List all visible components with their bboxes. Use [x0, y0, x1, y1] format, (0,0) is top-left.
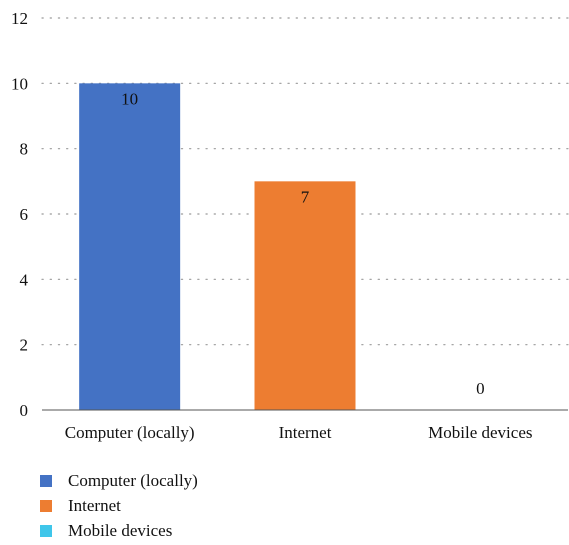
legend: Computer (locally) Internet Mobile devic… — [40, 468, 198, 543]
legend-swatch-internet — [40, 499, 52, 512]
y-axis-ticks: 0 2 4 6 8 10 12 — [11, 9, 29, 420]
data-labels-layer: 10 7 0 — [121, 89, 484, 398]
bar-chart: 0 2 4 6 8 10 12 10 7 0 Computer (locally) Interne… — [11, 9, 569, 442]
legend-label-internet: Internet — [68, 495, 121, 515]
bar — [79, 83, 181, 410]
data-label: 10 — [121, 89, 138, 108]
y-tick-label: 4 — [20, 270, 29, 289]
y-tick-label: 0 — [20, 401, 29, 420]
x-category-label: Mobile devices — [428, 423, 532, 442]
legend-swatch-computer-locally — [40, 474, 52, 487]
legend-swatch-mobile-devices — [40, 524, 52, 537]
y-tick-label: 10 — [11, 74, 28, 93]
y-tick-label: 6 — [20, 205, 29, 224]
bars-layer — [79, 83, 356, 410]
legend-label-computer-locally: Computer (locally) — [68, 470, 198, 490]
y-tick-label: 2 — [20, 336, 29, 355]
x-axis-labels: Computer (locally) Internet Mobile devices — [65, 423, 533, 442]
bar — [254, 181, 356, 410]
legend-item-internet: Internet — [40, 493, 198, 518]
y-tick-label: 12 — [11, 9, 28, 28]
legend-item-computer-locally: Computer (locally) — [40, 468, 198, 493]
data-label: 7 — [301, 187, 310, 206]
x-category-label: Internet — [279, 423, 332, 442]
legend-label-mobile-devices: Mobile devices — [68, 520, 173, 540]
x-category-label: Computer (locally) — [65, 423, 195, 442]
data-label: 0 — [476, 379, 485, 398]
legend-item-mobile-devices: Mobile devices — [40, 518, 198, 543]
y-tick-label: 8 — [20, 140, 29, 159]
